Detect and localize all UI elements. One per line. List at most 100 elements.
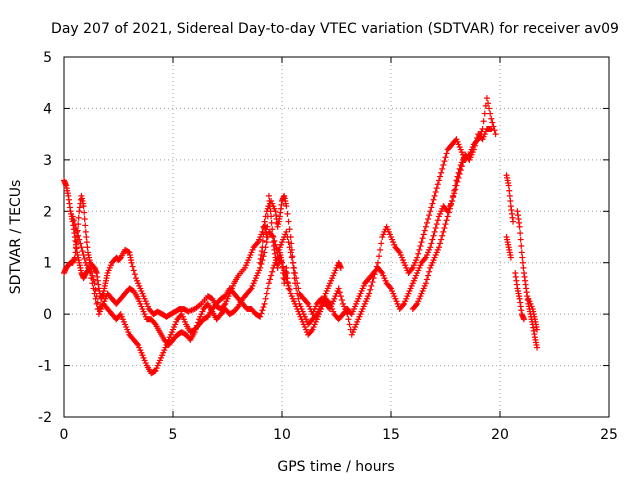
data-point — [486, 105, 493, 112]
data-point — [437, 240, 444, 247]
data-point — [452, 182, 459, 189]
y-tick-label: -2 — [38, 410, 52, 426]
data-point — [234, 304, 241, 311]
data-point — [510, 218, 517, 225]
y-tick-label: 1 — [43, 256, 52, 272]
data-point — [425, 216, 432, 222]
data-point — [269, 232, 276, 239]
data-point — [268, 219, 275, 226]
data-point — [399, 302, 406, 309]
data-point — [421, 255, 428, 262]
data-point — [441, 225, 448, 231]
data-point — [78, 244, 85, 251]
data-point — [435, 177, 442, 184]
data-point — [429, 200, 436, 207]
data-point — [434, 217, 441, 224]
y-tick-label: 5 — [43, 50, 52, 66]
data-point — [287, 249, 294, 256]
plot-frame — [63, 56, 610, 418]
data-point — [295, 295, 302, 302]
data-point — [517, 236, 524, 243]
data-point — [413, 302, 420, 309]
data-point — [488, 115, 495, 122]
data-point — [269, 226, 276, 233]
data-point — [260, 231, 267, 238]
data-point — [366, 290, 373, 297]
data-point — [473, 138, 480, 145]
data-point — [261, 249, 268, 256]
data-point — [427, 208, 434, 215]
data-point — [268, 272, 275, 279]
data-point — [517, 230, 524, 237]
data-point — [75, 214, 82, 221]
data-point — [447, 201, 454, 208]
data-point — [451, 187, 458, 194]
data-point — [418, 239, 425, 246]
data-point — [506, 192, 513, 199]
data-point — [453, 177, 460, 184]
data-point — [304, 299, 311, 306]
data-point — [442, 221, 449, 228]
data-point — [293, 275, 300, 282]
data-point — [247, 286, 254, 293]
data-point — [426, 212, 433, 219]
y-axis-label: SDTVAR / TECUs — [8, 180, 24, 295]
data-point — [75, 232, 82, 239]
data-point — [129, 263, 136, 270]
data-point — [89, 280, 96, 287]
data-point — [455, 169, 462, 176]
data-point — [419, 235, 426, 242]
data-point — [443, 217, 450, 224]
data-point — [430, 232, 437, 239]
data-point — [438, 236, 445, 243]
data-point — [491, 127, 498, 134]
data-point — [267, 208, 274, 215]
data-point — [454, 173, 461, 180]
data-point — [426, 268, 433, 275]
y-tick-label: 2 — [43, 204, 52, 220]
data-point — [90, 285, 97, 292]
data-point — [151, 320, 158, 327]
data-point — [432, 189, 439, 195]
data-point — [294, 280, 301, 287]
data-point — [79, 248, 86, 255]
data-point — [80, 203, 87, 210]
data-point — [253, 240, 260, 247]
data-point — [271, 237, 278, 244]
data-point — [367, 286, 374, 293]
data-point — [76, 236, 83, 243]
data-point — [507, 254, 514, 261]
data-point — [81, 255, 88, 262]
x-tick-label: 15 — [382, 427, 400, 443]
data-point — [445, 209, 452, 216]
data-point — [386, 284, 393, 291]
data-point — [437, 173, 444, 180]
data-point — [258, 261, 265, 267]
data-point — [263, 234, 270, 240]
data-point — [260, 304, 267, 311]
data-point — [507, 198, 514, 204]
x-axis-label: GPS time / hours — [277, 459, 394, 475]
data-point — [376, 253, 383, 260]
data-point — [518, 249, 525, 256]
data-point — [520, 316, 527, 323]
data-point — [284, 275, 291, 282]
data-point — [258, 310, 265, 317]
data-point — [279, 259, 285, 266]
data-point — [456, 165, 463, 172]
data-point — [369, 279, 376, 285]
data-point — [151, 368, 158, 375]
data-point — [265, 280, 272, 287]
data-point — [336, 289, 343, 296]
data-point — [378, 268, 385, 275]
data-point — [425, 272, 432, 279]
data-point — [431, 192, 438, 199]
data-point — [441, 158, 448, 165]
data-point — [335, 285, 342, 292]
data-point — [292, 270, 299, 276]
data-point — [506, 187, 513, 194]
x-tick-label: 0 — [60, 427, 69, 443]
data-point — [345, 316, 352, 323]
data-point — [454, 178, 461, 185]
data-point — [295, 285, 302, 292]
